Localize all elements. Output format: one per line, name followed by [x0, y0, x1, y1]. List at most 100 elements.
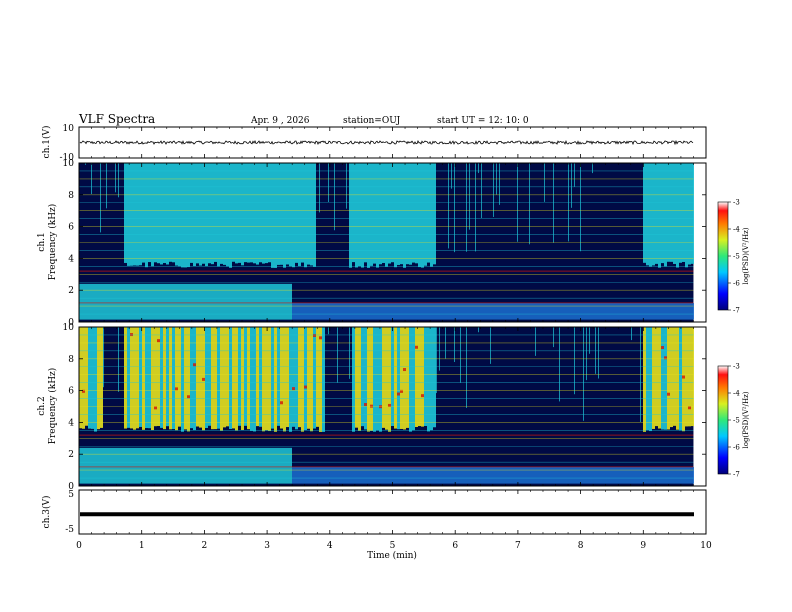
spec-cell — [187, 163, 190, 268]
station-label: station=OUJ — [343, 116, 401, 126]
spec-cell — [529, 466, 532, 484]
spec-cell — [397, 466, 400, 484]
spec-cell — [421, 327, 424, 427]
spec-cell — [244, 163, 247, 263]
ch3-ytick-top: 5 — [68, 490, 74, 500]
spec-cell — [319, 163, 320, 213]
spec-cell — [319, 327, 322, 432]
spec-cell — [142, 447, 145, 484]
spec-cell — [682, 327, 685, 432]
spec-cell — [181, 283, 184, 320]
spec-cell — [247, 327, 250, 430]
spec-cell — [688, 163, 691, 265]
spec-cell — [676, 302, 679, 320]
spec-cell — [403, 466, 406, 484]
spec-cell — [466, 466, 469, 484]
spec-cell — [412, 302, 415, 320]
spec-cell — [652, 163, 655, 266]
spec-cell — [409, 466, 412, 484]
spec-cell — [391, 327, 394, 426]
spec-cell — [688, 406, 691, 410]
spec-cell — [604, 302, 607, 320]
spec-cell — [571, 466, 574, 484]
spec-cell — [112, 447, 115, 484]
spec-cell — [541, 466, 544, 484]
spec-cell — [106, 283, 109, 320]
spec-cell — [277, 447, 280, 484]
spec-cell — [364, 327, 367, 430]
spec-cell — [430, 302, 433, 320]
spec-cell — [307, 466, 310, 484]
spec-cell — [292, 466, 295, 484]
spec-cell — [364, 466, 367, 484]
spec-cell — [388, 403, 391, 407]
spec-cell — [331, 466, 334, 484]
spec-cell — [238, 283, 241, 320]
spec-cell — [346, 302, 349, 320]
spec-cell — [235, 163, 238, 264]
spec-cell — [352, 327, 355, 432]
spec-cell — [352, 163, 355, 263]
spec-cell — [358, 466, 361, 484]
spec-cell — [115, 447, 118, 484]
spec-cell — [226, 163, 229, 267]
spec-cell — [175, 327, 178, 431]
spec-cell — [178, 447, 181, 484]
spec-cell — [664, 466, 667, 484]
spec-cell — [382, 466, 385, 484]
spec-cell — [217, 163, 220, 267]
spec-cell — [100, 447, 103, 484]
spec-cell — [628, 466, 631, 484]
spec-cell — [628, 302, 631, 320]
spec-cell — [223, 447, 226, 484]
spec-cell — [493, 163, 494, 217]
spec-cell — [286, 163, 289, 265]
spec-cell — [328, 302, 331, 320]
spec-cell — [217, 327, 220, 429]
spec-cell — [238, 327, 241, 426]
spec-cell — [217, 447, 220, 484]
spec-cell — [436, 327, 437, 394]
spec-cell — [679, 466, 682, 484]
spec-cell — [262, 327, 265, 432]
spec-cell — [82, 283, 85, 320]
spec-cell — [352, 466, 355, 484]
spec-cell — [127, 283, 130, 320]
spec-cell — [214, 447, 217, 484]
spec-cell — [259, 327, 262, 427]
spec-cell — [592, 163, 593, 174]
spec-cell — [154, 283, 157, 320]
spec-cell — [466, 327, 467, 408]
spec-cell — [199, 447, 202, 484]
spec-cell — [565, 466, 568, 484]
spec-cell — [136, 327, 139, 429]
spec-cell — [130, 283, 133, 320]
spec-cell — [199, 283, 202, 320]
spec-cell — [322, 327, 325, 432]
spec-cell — [406, 302, 409, 320]
spec-cell — [691, 163, 694, 264]
spec-cell — [502, 466, 505, 484]
spec-cell — [529, 163, 530, 245]
spec-cell — [619, 302, 622, 320]
spec-cell — [637, 466, 640, 484]
spec-cell — [136, 283, 139, 320]
spec-cell — [496, 302, 499, 320]
y-tick-label: 2 — [68, 286, 74, 296]
spec-cell — [301, 327, 304, 432]
spec-cell — [256, 163, 259, 265]
spec-cell — [535, 302, 538, 320]
spec-cell — [553, 302, 556, 320]
spec-cell — [292, 163, 295, 268]
spec-cell — [277, 283, 280, 320]
spec-cell — [262, 163, 265, 264]
spec-cell — [166, 163, 169, 265]
spec-cell — [304, 163, 307, 268]
spec-cell — [277, 327, 280, 426]
spec-cell — [424, 466, 427, 484]
spec-cell — [622, 466, 625, 484]
spec-cell — [406, 163, 409, 265]
spec-cell — [178, 327, 181, 427]
spec-cell — [490, 302, 493, 320]
spec-cell — [616, 302, 619, 320]
